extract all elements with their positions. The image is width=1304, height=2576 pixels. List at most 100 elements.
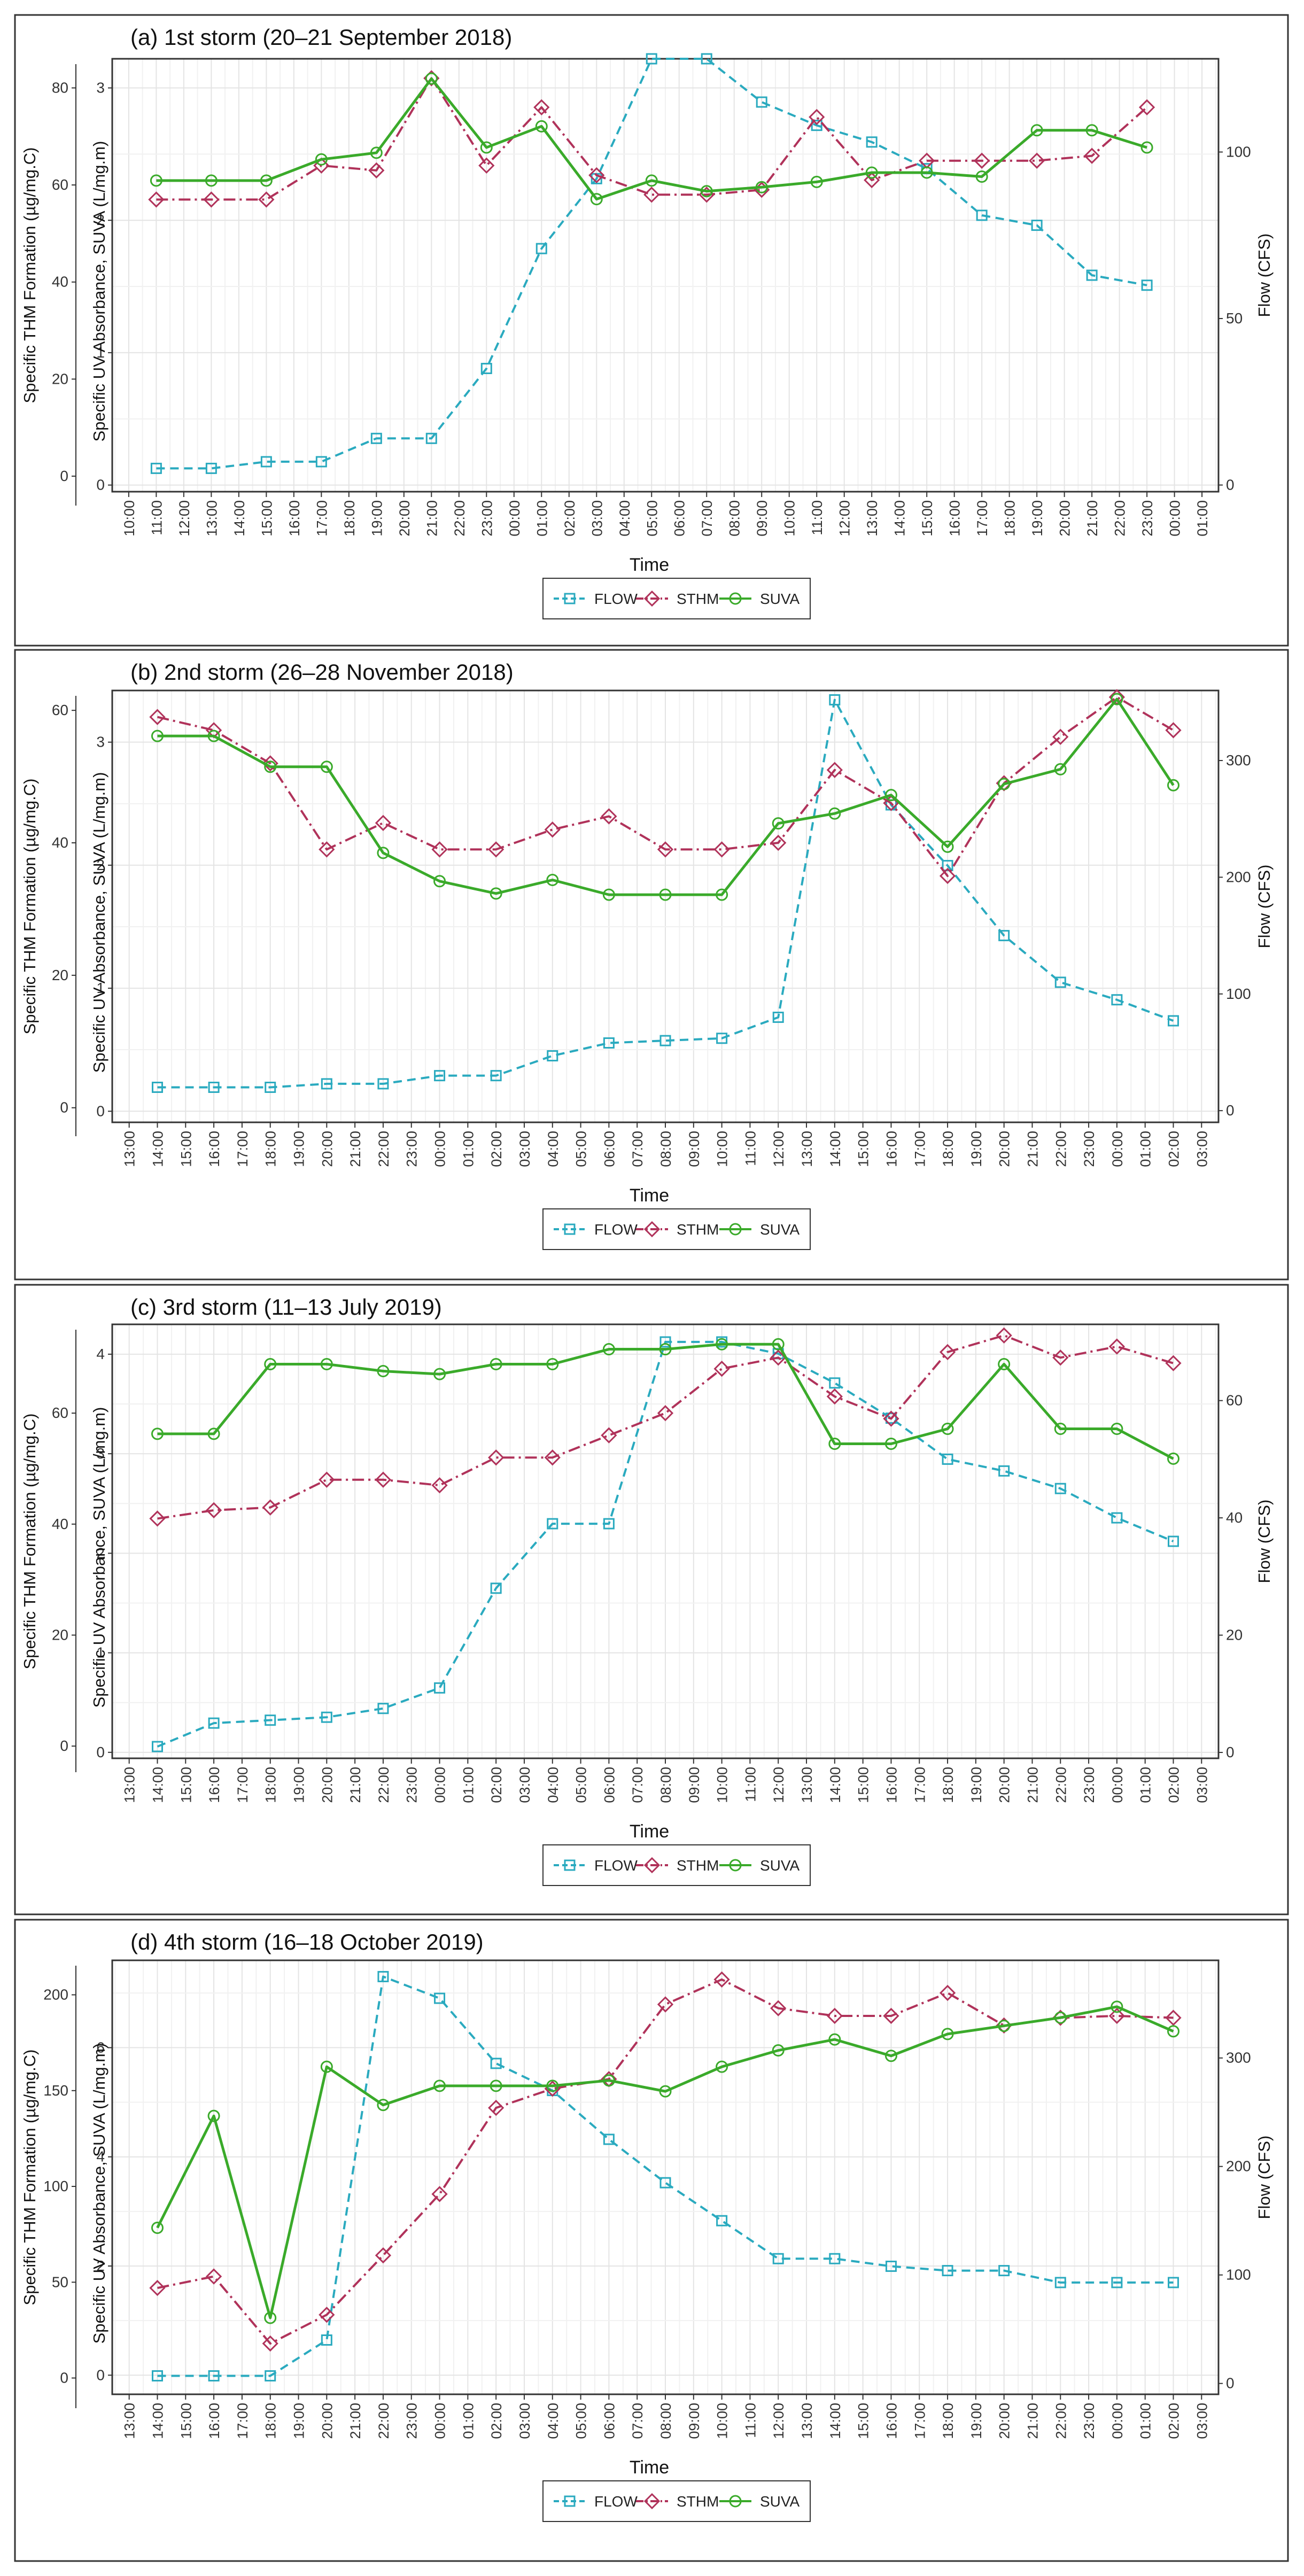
- sthm-point: [713, 841, 730, 858]
- x-tick-label: 17:00: [974, 500, 990, 537]
- suva-point: [207, 1427, 220, 1440]
- flow-point: [998, 2265, 1010, 2277]
- y-axis-label-flow: Flow (CFS): [1255, 865, 1274, 949]
- sthm-point: [883, 2007, 899, 2024]
- x-tick-label: 09:00: [686, 1131, 702, 1167]
- flow-point: [1168, 1535, 1179, 1547]
- x-axis-label: Time: [630, 555, 669, 575]
- suva-point: [546, 1357, 559, 1370]
- flow-point: [208, 2370, 220, 2381]
- sthm-point: [770, 2000, 787, 2016]
- x-tick-label: 20:00: [319, 2403, 335, 2439]
- sthm-point: [203, 191, 220, 208]
- x-tick-label: 17:00: [235, 1767, 251, 1803]
- suva-point: [941, 840, 954, 853]
- flow-point: [998, 930, 1010, 942]
- legend-box: [542, 1208, 811, 1250]
- x-tick-label: 18:00: [341, 500, 358, 537]
- sthm-point: [431, 1477, 448, 1494]
- plot-border: [111, 58, 1220, 493]
- y-axis-suva: 0 1 2 3: [96, 79, 112, 493]
- x-tick-label: 03:00: [589, 500, 605, 537]
- x-tick-label: 13:00: [122, 2403, 138, 2439]
- x-tick-label: 15:00: [259, 500, 275, 537]
- sthm-point: [601, 1427, 617, 1444]
- suva-point: [884, 2050, 897, 2062]
- x-tick-label: 10:00: [715, 2403, 731, 2439]
- flow-point: [321, 1078, 332, 1090]
- x-tick-label: 09:00: [686, 2403, 702, 2439]
- series-suva: [151, 2000, 1180, 2324]
- series-flow: [151, 1336, 1179, 1752]
- x-tick-label: 01:00: [460, 1131, 476, 1167]
- suva-point: [425, 72, 438, 85]
- y-tick-label: 40: [1226, 1509, 1243, 1526]
- suva-point: [1140, 141, 1153, 154]
- suva-point: [1030, 124, 1043, 137]
- x-tick-label: 01:00: [460, 1767, 476, 1803]
- sthm-point: [1052, 728, 1069, 745]
- sthm-point: [826, 762, 843, 778]
- x-tick-label: 03:00: [1194, 1767, 1210, 1803]
- suva-point: [315, 153, 328, 166]
- y-tick-label: 0: [96, 2366, 105, 2383]
- x-tick-label: 01:00: [1194, 500, 1210, 537]
- legend-marker: [643, 2493, 661, 2510]
- suva-point: [998, 778, 1011, 790]
- suva-point: [433, 1368, 446, 1380]
- y-axis-label-sthm: Specific THM Formation (µg/mg.C): [20, 1414, 39, 1670]
- y-axis-suva: 0 1 2 3 4: [96, 1346, 112, 1760]
- suva-point: [264, 1357, 277, 1370]
- y-axis-sthm: 0 20 40 60 80: [52, 64, 76, 506]
- legend-box: [542, 578, 811, 619]
- flow-line: [157, 1975, 1174, 2377]
- legend-marker: [564, 1223, 576, 1235]
- x-tick-label: 14:00: [231, 500, 247, 537]
- x-tick-label: 07:00: [699, 500, 715, 537]
- x-tick-label: 14:00: [150, 1131, 166, 1167]
- flow-point: [260, 456, 272, 468]
- suva-point: [207, 2109, 220, 2122]
- flow-point: [603, 1518, 615, 1530]
- y-tick-label: 1: [96, 1644, 105, 1661]
- sthm-line: [156, 77, 1148, 201]
- y-tick-label: 40: [52, 1516, 68, 1532]
- x-tick-label: 10:00: [715, 1131, 731, 1167]
- legend-label: STHM: [677, 2493, 719, 2510]
- x-tick-label: 11:00: [742, 1767, 758, 1802]
- y-tick-label: 40: [52, 274, 68, 290]
- y-tick-label: 0: [1226, 2375, 1235, 2392]
- flow-point: [772, 2253, 784, 2264]
- x-tick-label: 14:00: [150, 2403, 166, 2439]
- sthm-point: [1165, 722, 1182, 739]
- x-tick-label: 13:00: [204, 500, 220, 537]
- y-tick-label: 2: [96, 857, 105, 873]
- legend-marker: [564, 593, 576, 604]
- x-tick-label: 15:00: [856, 1131, 872, 1167]
- x-tick-label: 19:00: [369, 500, 385, 537]
- x-tick-label: 22:00: [1053, 1767, 1069, 1803]
- series-sthm: [148, 70, 1155, 208]
- x-tick-label: 00:00: [1109, 1131, 1126, 1167]
- x-tick-label: 21:00: [347, 1767, 363, 1803]
- flow-point: [377, 1703, 389, 1714]
- flow-line: [157, 1340, 1174, 1748]
- sthm-point: [368, 162, 385, 179]
- x-tick-label: 15:00: [856, 2403, 872, 2439]
- x-tick-label: 16:00: [947, 500, 963, 537]
- x-tick-label: 16:00: [206, 2403, 222, 2439]
- chart-title: (c) 3rd storm (11–13 July 2019): [130, 1294, 442, 1320]
- x-tick-label: 06:00: [601, 1767, 617, 1803]
- suva-point: [546, 874, 559, 887]
- flow-point: [829, 694, 841, 705]
- x-tick-label: 17:00: [314, 500, 330, 537]
- x-tick-label: 12:00: [176, 500, 192, 537]
- flow-point: [1168, 2277, 1179, 2288]
- x-tick-label: 13:00: [122, 1767, 138, 1803]
- x-tick-label: 15:00: [178, 2403, 194, 2439]
- x-tick-label: 19:00: [968, 1767, 984, 1803]
- x-tick-label: 20:00: [397, 500, 413, 537]
- suva-point: [1054, 2011, 1067, 2024]
- y-tick-label: 50: [1226, 310, 1243, 327]
- series-suva: [151, 693, 1180, 901]
